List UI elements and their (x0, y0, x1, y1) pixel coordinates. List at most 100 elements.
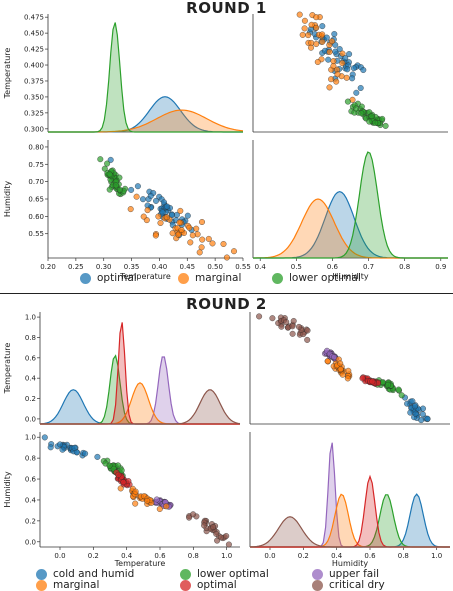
r1-hum-temp-scatter-ytick-label: 0.70 (28, 178, 44, 186)
r1-hum-temp-scatter-point-optimal (164, 203, 171, 210)
r1-hum-temp-scatter-point-marginal (144, 207, 151, 214)
r1-hum-temp-scatter-point-marginal (186, 224, 193, 231)
r2-hum-temp-scatter-xtick-label: 0.6 (154, 552, 166, 560)
r2-hum-temp-scatter-point-lower-optimal (106, 462, 113, 469)
r1-temp-hum-scatter-point-marginal (305, 32, 312, 39)
r2-temp-hum-scatter-point-marginal (337, 360, 344, 367)
r1-temp-hum-scatter-point-marginal (328, 76, 335, 83)
r2-temp-hum-scatter-point-critical-dry (304, 336, 311, 343)
r1-hum-temp-scatter-xtick-label: 0.50 (207, 263, 223, 271)
r1-hum-kde-xtick-label: 0.8 (399, 263, 410, 271)
r2-temp-kde-ytick-label: 0.2 (25, 395, 36, 403)
r2-temp-hum-scatter-point-cold-and-humid (409, 398, 416, 405)
r1-temp-hum-scatter-point-optimal (323, 34, 330, 41)
r2-hum-temp-scatter-ytick-label: 0.8 (25, 455, 36, 463)
r2-temp-hum-scatter-point-marginal (324, 358, 331, 365)
r1-hum-kde-kde-fill-optimal (253, 191, 448, 258)
r1-hum-temp-scatter-point-marginal (177, 207, 184, 214)
legend-label-upper-fail: upper fail (329, 568, 380, 580)
r1-hum-temp-scatter-point-lower-optimal (106, 186, 113, 193)
r2-hum-temp-scatter-point-marginal (117, 485, 124, 492)
r1-hum-temp-scatter-point-marginal (194, 231, 201, 238)
r2-xlabel-humidity: Humidity (332, 559, 369, 568)
legend-label-lower-optimal-2: lower optimal (197, 568, 269, 580)
r1-temp-hum-scatter-point-marginal (301, 17, 308, 24)
r2-hum-temp-scatter-ytick-label: 1.0 (25, 434, 36, 442)
r1-hum-temp-scatter-point-marginal (231, 248, 237, 255)
r1-hum-temp-scatter-point-marginal (152, 232, 159, 239)
r2-ylabel-humidity: Humidity (3, 471, 12, 508)
r1-hum-temp-scatter-point-lower-optimal (116, 186, 123, 193)
r2-temp-hum-scatter-point-critical-dry (290, 318, 297, 324)
r2-xlabel-temperature: Temperature (114, 559, 166, 568)
r2-temp-hum-scatter-point-cold-and-humid (411, 403, 418, 410)
r1-hum-kde-kde-fill-marginal (253, 199, 448, 258)
r1-hum-temp-scatter-point-lower-optimal (106, 171, 113, 178)
r1-temp-hum-scatter-point-marginal (296, 11, 303, 18)
r2-temp-kde-ytick-label: 0.8 (25, 334, 36, 342)
r1-hum-temp-scatter-point-marginal (193, 225, 200, 232)
r1-temp-kde-ytick-label: 0.375 (24, 77, 44, 85)
r2-hum-temp-scatter-ytick-label: 0.2 (25, 517, 36, 525)
r1-temp-kde-ytick-label: 0.475 (24, 14, 44, 22)
r1-hum-temp-scatter-ytick-label: 0.55 (28, 230, 44, 238)
r2-hum-temp-scatter-point-critical-dry (213, 530, 220, 537)
r2-temp-hum-scatter-point-critical-dry (256, 313, 263, 320)
r1-temp-hum-scatter-point-optimal (325, 56, 332, 63)
r2-temp-hum-scatter-point-critical-dry (283, 319, 290, 325)
r1-temp-hum-scatter-point-optimal (319, 23, 326, 30)
r1-temp-hum-scatter-point-marginal (339, 50, 346, 57)
r1-temp-hum-scatter-point-marginal (330, 58, 337, 65)
r1-xlabel-humidity: Humidity (332, 272, 369, 281)
r2-temp-hum-scatter-point-lower-optimal (385, 381, 392, 388)
r1-temp-hum-scatter-point-marginal (319, 31, 326, 38)
r2-temp-hum-scatter-point-critical-dry (289, 330, 296, 337)
r1-temp-kde-kde-line-lower-optimal (48, 22, 243, 133)
legend-marker-lower-optimal-2 (180, 568, 191, 580)
r1-hum-temp-scatter-xtick-label: 0.30 (96, 263, 112, 271)
r1-hum-temp-scatter-point-marginal (209, 240, 216, 247)
r1-hum-temp-scatter-point-marginal (157, 220, 164, 226)
legend-marker-cold-and-humid (36, 568, 47, 580)
r1-hum-temp-scatter-point-lower-optimal (113, 182, 119, 189)
r1-temp-hum-scatter-point-marginal (319, 38, 326, 45)
r2-temp-hum-scatter-point-critical-dry (296, 323, 302, 330)
r1-hum-temp-scatter-point-marginal (175, 231, 182, 238)
r2-temp-kde-kde-fill-marginal (40, 382, 240, 424)
legend-item-lower-optimal: lower optimal (272, 272, 361, 284)
r1-hum-kde-xtick-label: 0.5 (291, 263, 302, 271)
r2-hum-kde-kde-fill-cold-and-humid (250, 494, 450, 547)
r1-hum-temp-scatter-point-marginal (169, 230, 176, 237)
legend-item-critical-dry: critical dry (312, 579, 385, 591)
r2-hum-temp-scatter-point-critical-dry (223, 533, 230, 539)
r1-hum-temp-scatter-xtick-label: 0.55 (235, 263, 251, 271)
r2-hum-kde-xtick-label: 0.8 (398, 552, 409, 560)
r1-temp-hum-scatter-point-marginal (326, 84, 333, 91)
r1-temp-hum-scatter-point-lower-optimal (353, 105, 360, 112)
r1-hum-temp-scatter-point-optimal (147, 192, 154, 199)
r1-hum-temp-scatter-point-optimal (159, 209, 166, 216)
r2-hum-temp-scatter-point-critical-dry (201, 522, 208, 529)
r1-hum-temp-scatter-point-marginal (205, 235, 212, 242)
r1-hum-temp-scatter-point-marginal (198, 244, 205, 251)
r1-hum-temp-scatter-point-marginal (189, 232, 196, 239)
r2-temp-hum-scatter-point-critical-dry (304, 327, 311, 334)
r1-hum-temp-scatter-point-lower-optimal (97, 156, 104, 163)
r2-temp-hum-scatter-point-cold-and-humid (418, 417, 425, 424)
r2-temp-kde-kde-line-critical-dry (40, 389, 241, 425)
r1-hum-temp-scatter-point-marginal (196, 249, 203, 256)
r1-temp-hum-scatter-point-optimal (344, 66, 351, 73)
r2-hum-temp-scatter-point-optimal (125, 478, 132, 485)
r2-temp-hum-scatter-point-cold-and-humid (424, 415, 431, 422)
r1-hum-temp-scatter-point-marginal (187, 239, 194, 246)
r2-hum-temp-scatter-xtick-label: 1.0 (221, 552, 232, 560)
r1-temp-kde-kde-fill-marginal (48, 110, 243, 132)
r1-temp-hum-scatter-point-optimal (331, 31, 338, 37)
r2-hum-kde-xtick-label: 0.0 (264, 552, 275, 560)
r1-hum-temp-scatter-ytick-label: 0.60 (28, 213, 44, 221)
r2-hum-temp-scatter-ytick-label: 0.0 (25, 538, 36, 546)
r2-temp-kde-ytick-label: 0.4 (25, 375, 37, 383)
r1-temp-hum-scatter-point-optimal (346, 51, 353, 58)
r1-hum-temp-scatter-ytick-label: 0.75 (28, 161, 44, 169)
r1-temp-hum-scatter-point-marginal (299, 31, 306, 38)
